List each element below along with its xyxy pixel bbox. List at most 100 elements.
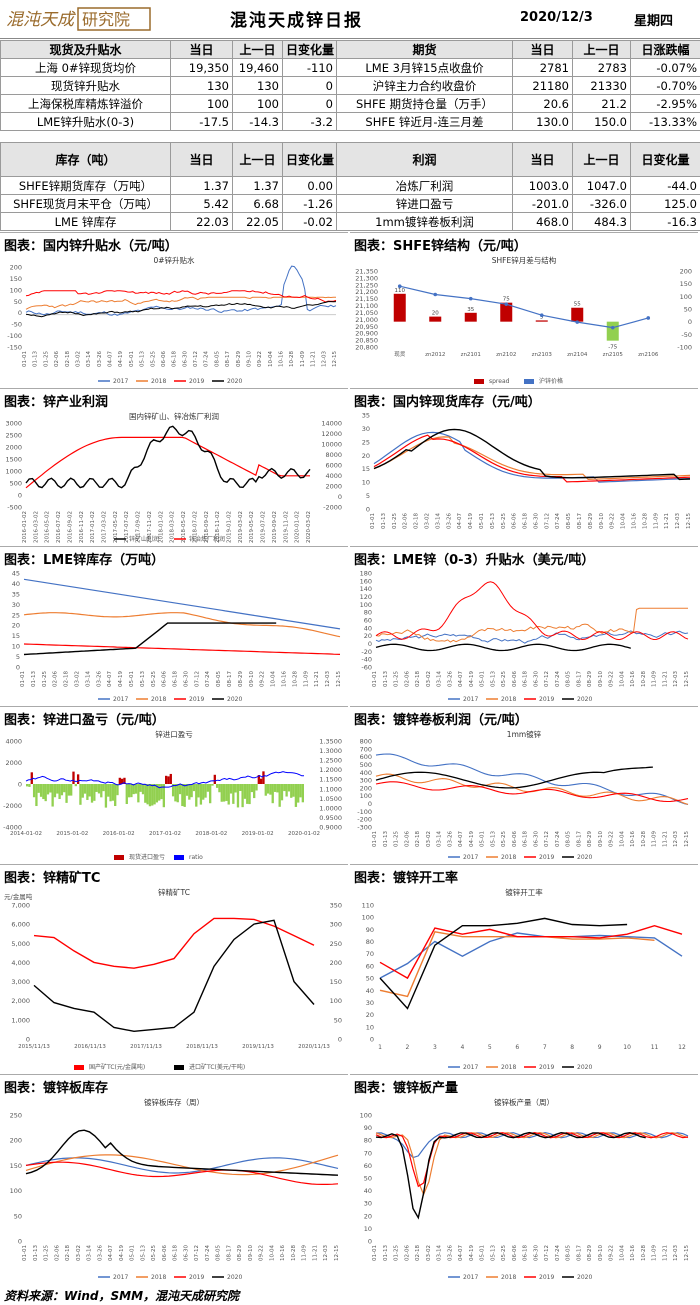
x-tick-label: 01-01 (22, 1245, 28, 1261)
x-tick-label: 10-16 (282, 671, 288, 687)
value-cell: 130 (170, 76, 233, 95)
y-tick-label: 0 (368, 800, 372, 808)
y-tick-label: 50 (14, 1212, 22, 1220)
x-tick-label: 03-26 (446, 513, 452, 529)
x-tick-label: 2016-05-02 (45, 511, 51, 543)
x-tick-label: 05-25 (501, 671, 507, 687)
bar-value-label: 75 (503, 297, 510, 303)
y-tick-label: 20,800 (355, 344, 378, 352)
x-tick-label: 05-25 (501, 513, 507, 529)
y-tick-label: 3,000 (11, 978, 30, 986)
x-tick-label: 10-28 (641, 1245, 647, 1261)
y2-tick-label: 200 (680, 268, 692, 276)
x-tick-label: 09-22 (609, 671, 615, 687)
x-tick-label: 05-25 (501, 831, 507, 847)
series-2020-line (375, 1131, 646, 1220)
y-tick-label: -50 (11, 321, 22, 329)
y-tick-label: 21,050 (355, 309, 378, 317)
import-profit-bar (183, 784, 186, 807)
y2-tick-label: 0 (338, 1036, 342, 1044)
legend-label: 2019 (539, 1274, 554, 1281)
legend-label: spread (489, 378, 510, 385)
y-tick-label: 20 (364, 1212, 372, 1220)
x-tick-label: 01-01 (372, 831, 378, 847)
import-profit-bar (97, 784, 101, 794)
price-point (539, 313, 544, 318)
x-tick-label: 2018-07-02 (192, 511, 198, 543)
chart-panel: 图表：锌产业利润 国内锌矿山、锌冶炼厂利润 3000 2500 2000 1500 1000… (0, 388, 348, 547)
y2-tick-label: 50 (684, 306, 692, 314)
chart-panel: 图表：镀锌板产量 镀锌板产量（周） 100 90 80 70 60 50 40 30 20 10 0 01… (350, 1074, 698, 1285)
x-tick-label: 11-09 (652, 671, 658, 687)
chart-panel: 图表：国内锌升贴水（元/吨） 0#锌升贴水 200 150 100 50 0 -50 -100 -… (0, 232, 348, 389)
series-2019-line (25, 1161, 339, 1186)
price-point (468, 296, 473, 301)
table-row: 上海 0#锌现货均价 19,350 19,460 -110 LME 3月锌15点… (0, 58, 700, 77)
x-tick-label: 04-19 (468, 513, 474, 529)
x-tick-label: 03-02 (75, 351, 81, 367)
y-tick-label: 21,150 (355, 295, 378, 303)
x-tick-label: 04-19 (469, 831, 475, 847)
x-tick-label: 12-15 (684, 831, 690, 847)
import-profit-bar (176, 784, 179, 803)
x-tick-label: 05-01 (479, 513, 485, 529)
header-cell: 日变化量 (282, 40, 337, 59)
y2-tick-label: 1.3500 (319, 738, 342, 746)
import-profit-bar (63, 784, 66, 793)
y-tick-label: 30 (12, 601, 20, 609)
y2-tick-label: 0 (338, 493, 342, 501)
chart-panel: 图表：国内锌现货库存（元/吨） 35 30 25 20 15 10 5 0 01-01 01-13 0… (350, 388, 698, 547)
x-tick-label: 2017-07-02 (124, 511, 130, 543)
x-tick-label: 08-17 (576, 1245, 582, 1261)
series-2018-line (375, 607, 688, 643)
import-profit-bar (86, 784, 89, 800)
value-cell: 22.03 (170, 212, 233, 231)
x-tick-label: 03-02 (426, 831, 432, 847)
y2-tick-label: 6000 (325, 462, 342, 470)
x-tick-label: 11-09 (653, 513, 659, 529)
y-tick-label: 70 (366, 950, 374, 958)
import-profit-bar (107, 784, 110, 797)
legend-label: 2019 (539, 1064, 554, 1071)
y-tick-label: 200 (10, 1137, 22, 1145)
x-tick-label: 06-30 (183, 1245, 189, 1261)
row-label: 现货锌升贴水 (0, 76, 171, 95)
x-tick-label: 08-29 (588, 513, 594, 529)
y-tick-label: 40 (364, 1187, 372, 1195)
import-profit-bar (81, 784, 84, 798)
import-profit-bar (259, 778, 263, 784)
header-cell: 上一日 (232, 142, 283, 177)
import-profit-bar (155, 784, 159, 803)
import-profit-bar (158, 784, 161, 801)
import-profit-bar (220, 784, 223, 802)
import-profit-bar (114, 784, 117, 807)
row-label: LME 锌库存 (0, 212, 171, 231)
value-cell: -1.26 (282, 194, 337, 213)
x-tick-label: 12-15 (684, 671, 690, 687)
y-tick-label: 21,100 (355, 302, 378, 310)
import-tc-line (33, 919, 315, 1033)
import-profit-bar (285, 784, 288, 797)
value-cell: -44.0 (630, 176, 700, 195)
chart-svg: SHFE锌月差与结构 21,35021,30021,25021,20021,150… (355, 255, 692, 385)
x-tick-label: 12-15 (684, 1245, 690, 1261)
series-2018-line (373, 436, 691, 481)
y-tick-label: 80 (366, 938, 374, 946)
y-tick-label: 30 (362, 425, 370, 433)
series-2020-line (25, 1129, 339, 1176)
value-cell: 5.42 (170, 194, 233, 213)
y2-tick-label: 100 (680, 293, 692, 301)
x-tick-label: 08-29 (587, 831, 593, 847)
y2-tick-label: 0.9000 (319, 824, 342, 832)
y2-tick-label: 14000 (321, 420, 342, 428)
row-label: LME 3月锌15点收盘价 (336, 58, 513, 77)
header-cell: 期货 (336, 40, 513, 59)
import-profit-bar (294, 784, 298, 807)
x-tick-label: 12-15 (686, 513, 692, 529)
y-tick-label: 10 (364, 1225, 372, 1233)
x-tick-label: 02-18 (414, 513, 420, 529)
x-tick-label: 05-13 (490, 1245, 496, 1261)
x-tick-label: 04-19 (469, 671, 475, 687)
panel-title: 图表：LME锌（0-3）升贴水（美元/吨） (354, 553, 595, 568)
